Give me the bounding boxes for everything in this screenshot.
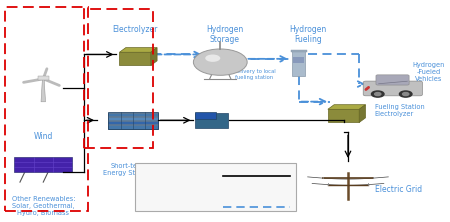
Text: Hydrogen Piping: Hydrogen Piping [146, 191, 204, 197]
Bar [108, 117, 158, 120]
Text: Electric Line: Electric Line [146, 170, 189, 176]
Bar [108, 113, 158, 116]
Bar [328, 109, 359, 123]
Polygon shape [359, 105, 365, 123]
FancyBboxPatch shape [363, 81, 423, 96]
Bar [194, 113, 228, 128]
Bar [108, 121, 158, 124]
Text: Fuel Cells
and Engines: Fuel Cells and Engines [193, 163, 234, 176]
Text: Hydrogen
Fueling: Hydrogen Fueling [289, 25, 326, 44]
Circle shape [374, 93, 381, 96]
Polygon shape [119, 48, 157, 52]
Bar [5, 7, 88, 211]
Circle shape [371, 91, 384, 97]
Polygon shape [41, 79, 45, 102]
Text: Fueling Station
Electrolyzer: Fueling Station Electrolyzer [375, 104, 425, 117]
Text: Short-term
Energy Storage: Short-term Energy Storage [103, 163, 154, 176]
Bar [194, 112, 216, 119]
Text: Other Renewables:
Solar, Geothermal,
Hydro, Biomass: Other Renewables: Solar, Geothermal, Hyd… [12, 196, 75, 216]
Circle shape [205, 54, 220, 62]
Bar [119, 52, 151, 65]
Bar [293, 57, 304, 63]
Circle shape [400, 91, 412, 97]
Circle shape [194, 49, 247, 75]
Polygon shape [328, 105, 365, 109]
Polygon shape [151, 48, 157, 65]
Text: Hydrogen
Storage: Hydrogen Storage [206, 25, 243, 44]
Text: Wind: Wind [34, 132, 53, 141]
Bar [292, 50, 306, 76]
Polygon shape [14, 157, 72, 172]
Text: Electric Grid: Electric Grid [375, 185, 422, 194]
FancyBboxPatch shape [376, 75, 409, 85]
Bar [291, 50, 307, 52]
Bar [108, 112, 158, 129]
Text: Delivery to local
fueling station: Delivery to local fueling station [233, 69, 275, 79]
Text: Electrolyzer: Electrolyzer [112, 25, 158, 34]
Circle shape [403, 93, 409, 96]
Bar [84, 10, 153, 148]
Bar [38, 76, 49, 80]
Bar [108, 125, 158, 129]
Text: Hydrogen
-Fueled
Vehicles: Hydrogen -Fueled Vehicles [413, 62, 445, 82]
Bar [135, 163, 297, 211]
